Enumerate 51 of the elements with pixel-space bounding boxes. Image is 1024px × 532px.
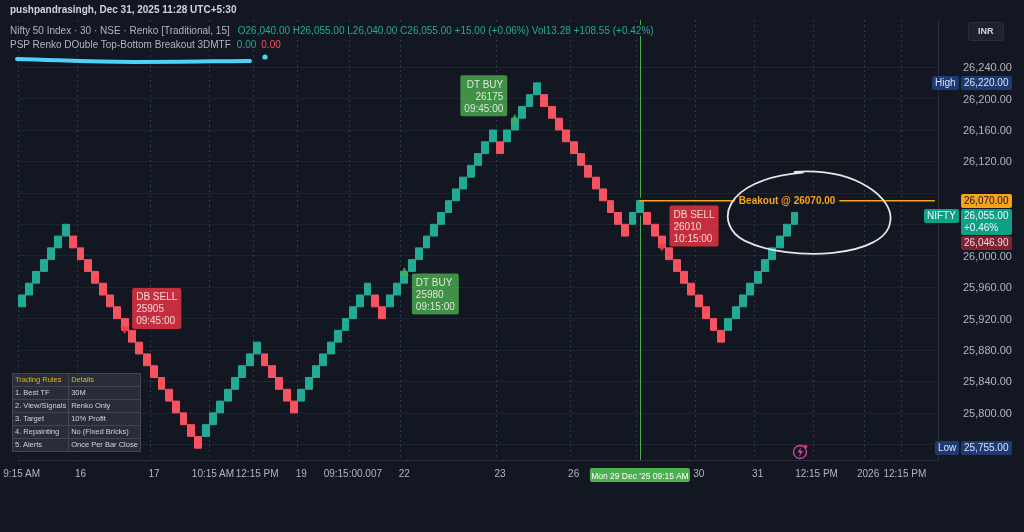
annotation: Low [935,441,960,456]
x-tick-label: 09:15:00.007 [323,467,383,479]
text: 26,046.90 [961,235,1012,250]
point [657,243,667,252]
x-tick-label: 19 [295,467,308,479]
annotation: 0.00 [236,39,257,50]
y-tick-label: 25,840.00 [963,375,1012,388]
annotation: High [932,75,959,90]
x-tick-label: 9:15 AM [3,467,40,479]
y-tick-label: 26,120.00 [963,155,1012,168]
annotation: O26,040.00 H26,055.00 L26,040.00 C26,055.00 +15.00 (+0.06%) Vol13.28 +108.55 (+0.42%) [237,25,654,36]
text: 26,070.00 [961,193,1012,208]
x-tick-label: 22 [398,467,411,479]
point [510,113,520,123]
x-tick-label: 17 [148,467,161,479]
x-tick-label: 12:15 PM [883,467,927,479]
x-tick-label: 30 [693,467,705,479]
y-tick-label: 25,960.00 [963,281,1012,294]
y-tick-label: 25,800.00 [963,406,1012,419]
text: 25,755.00 [961,441,1012,456]
data-label: DB SELL 25905 09:45:00 [136,291,178,327]
data-label: DT BUY 25980 09:15:00 [415,276,456,312]
text: 26,220.00 [961,75,1012,90]
point [399,266,409,276]
x-tick-label: 26 [568,467,580,479]
y-tick-label: 25,920.00 [963,312,1012,325]
candlestick [496,141,504,155]
text: Nifty 50 Index · 30 · NSE · Renko [Traditional, 15] [10,25,230,36]
y-tick-label: 26,000.00 [963,249,1012,262]
point [120,326,130,335]
text: pushpandrasingh, Dec 31, 2025 11:28 UTC+5:30 [10,4,237,15]
series-label: Beakout @ 26070.00 [738,195,836,207]
annotation: NIFTY [924,208,959,223]
data-label: DB SELL 26010 10:15:00 [673,208,716,244]
x-tick-label: 2026 [856,467,880,479]
x-tick-label: 12:15 PM [795,467,838,479]
x-tick-label: Mon 29 Dec '25 09:15 AM [591,470,689,481]
text: 26,055.00 +0.46% [961,208,1012,235]
x-tick-label: 16 [74,467,87,479]
x-tick-label: 31 [752,467,764,479]
annotation: 0.00 [261,39,281,50]
text: PSP Renko DOuble Top-Bottom Breakout 3DMTF [10,39,231,50]
y-tick-label: 25,880.00 [963,344,1012,356]
text: INR [968,22,1004,41]
y-tick-label: 26,240.00 [963,61,1012,74]
y-tick-label: 26,200.00 [963,92,1012,105]
data-label: DT BUY 26175 09:45:00 [464,78,504,114]
y-tick-label: 26,160.00 [963,124,1012,136]
x-tick-label: 23 [494,467,507,479]
x-tick-label: 12:15 PM [235,467,279,479]
x-tick-label: 10:15 AM [191,467,235,479]
